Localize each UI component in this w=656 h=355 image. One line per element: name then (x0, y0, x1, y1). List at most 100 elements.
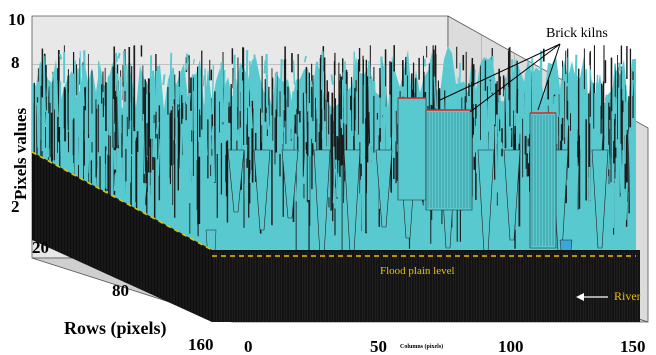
terrain-highlight (498, 95, 502, 120)
terrain-highlight (149, 55, 153, 93)
terrain-highlight (629, 159, 632, 203)
terrain-highlight (277, 199, 282, 236)
terrain-highlight (589, 69, 593, 93)
terrain-highlight (613, 96, 617, 114)
terrain-highlight (232, 54, 236, 113)
terrain-highlight (37, 116, 41, 157)
col-tick-0: 0 (244, 337, 253, 355)
terrain-highlight (156, 66, 161, 106)
terrain-highlight (525, 190, 529, 213)
annotation-brick-kilns: Brick kilns (546, 26, 608, 41)
terrain-highlight (117, 90, 121, 146)
terrain-highlight (575, 166, 579, 210)
terrain-highlight (188, 124, 191, 169)
terrain-highlight (132, 155, 135, 200)
col-tick-150: 150 (620, 337, 646, 355)
terrain-highlight (594, 82, 598, 138)
terrain-highlight (292, 60, 296, 85)
terrain-highlight (332, 168, 336, 204)
terrain-highlight (58, 81, 62, 127)
terrain-highlight (162, 74, 166, 86)
terrain-highlight (343, 181, 346, 233)
terrain-highlight (150, 172, 154, 223)
kiln-pointer-1 (439, 43, 561, 101)
terrain-highlight (607, 144, 611, 170)
terrain-highlight (174, 134, 178, 144)
z-tick-10: 10 (8, 10, 25, 29)
terrain-highlight (458, 62, 461, 118)
terrain-highlight (354, 63, 358, 81)
terrain-highlight (631, 79, 634, 97)
terrain-highlight (155, 121, 160, 134)
terrain-highlight (612, 63, 616, 87)
terrain-valley (227, 149, 245, 213)
column-axis-title: Columns (pixels) (400, 343, 443, 350)
terrain-highlight (610, 182, 613, 247)
front-face-striations (35, 154, 639, 322)
terrain-highlight (570, 80, 575, 91)
terrain-highlight (368, 143, 373, 161)
terrain-highlight (572, 132, 575, 193)
kiln-block-1 (397, 97, 427, 201)
z-tick-2: 2 (11, 197, 20, 216)
terrain-highlight (113, 99, 115, 148)
flood-plain-line-left (31, 151, 213, 251)
terrain-highlight (96, 153, 100, 189)
terrain-highlight (517, 95, 521, 144)
terrain-highlight (473, 69, 476, 118)
terrain-highlight (154, 70, 159, 112)
terrain-highlight (210, 129, 214, 136)
terrain-highlight (603, 98, 608, 154)
terrain-highlight (263, 60, 267, 74)
kiln-pointer-2 (469, 43, 561, 113)
terrain-highlight (179, 123, 183, 175)
terrain-highlight (51, 72, 55, 81)
terrain-highlight (185, 92, 188, 105)
terrain-highlight (303, 149, 307, 184)
terrain-highlight (599, 133, 603, 151)
terrain-highlight (141, 182, 145, 195)
terrain-highlight (509, 130, 512, 151)
z-axis-title: Pixels values (11, 108, 30, 200)
river-arrow-head-icon (576, 293, 584, 301)
terrain-highlight (316, 61, 319, 119)
terrain-highlight (201, 143, 204, 168)
terrain-highlight (240, 65, 244, 73)
terrain-highlight (585, 69, 588, 96)
terrain-highlight (115, 73, 119, 97)
terrain-highlight (79, 51, 82, 104)
terrain-highlight (184, 62, 189, 71)
terrain-highlight (629, 129, 632, 162)
row-tick-80: 80 (112, 281, 129, 300)
terrain-highlight (168, 184, 172, 226)
terrain-highlight (617, 62, 622, 71)
terrain-highlight (157, 138, 161, 176)
terrain-highlight (303, 55, 307, 63)
terrain-highlight (211, 65, 215, 115)
terrain-highlight (487, 81, 491, 131)
terrain-highlight (309, 80, 314, 87)
terrain-highlight (144, 183, 147, 198)
terrain-highlight (367, 60, 371, 78)
terrain-highlight (204, 125, 208, 156)
terrain-highlight (614, 178, 619, 191)
row-tick-20: 20 (32, 238, 49, 257)
terrain-highlight (566, 120, 569, 154)
terrain-highlight (612, 163, 615, 228)
kiln-block-3 (529, 112, 557, 249)
terrain-highlight (383, 86, 387, 146)
terrain-highlight (66, 121, 69, 174)
terrain-highlight (76, 68, 80, 103)
terrain-highlight (249, 111, 253, 129)
kiln-pointer-3 (537, 43, 561, 111)
col-tick-50: 50 (370, 337, 387, 355)
terrain-highlight (531, 58, 535, 108)
terrain-valley (503, 149, 521, 241)
terrain-highlight (227, 93, 231, 103)
annotation-flood-plain: Flood plain level (380, 265, 455, 277)
terrain-highlight (113, 174, 117, 191)
terrain-highlight (511, 59, 514, 97)
terrain-highlight (202, 75, 205, 87)
